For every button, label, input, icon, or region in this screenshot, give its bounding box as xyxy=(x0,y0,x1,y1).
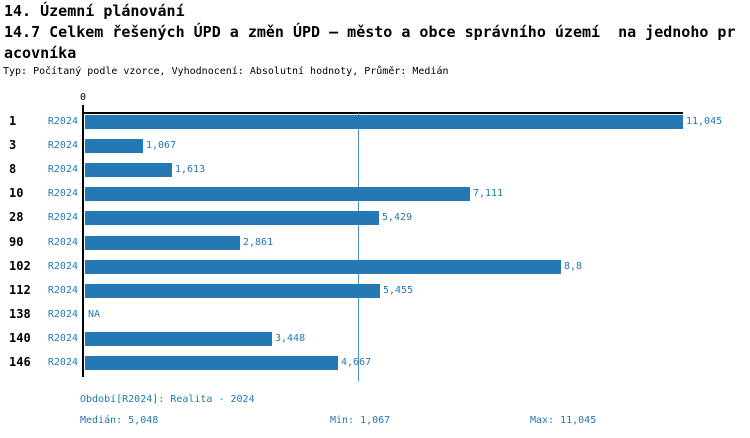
footer-min: Min: 1,067 xyxy=(330,415,391,426)
category-label: 90 xyxy=(9,235,24,249)
section-title: 14. Územní plánování xyxy=(4,2,185,20)
value-label: 8,8 xyxy=(564,261,583,272)
footer-median: Medián: 5,048 xyxy=(80,415,159,426)
category-label: 112 xyxy=(9,283,31,297)
bar xyxy=(85,332,272,346)
series-label: R2024 xyxy=(47,237,78,248)
footer-period: Období[R2024]: Realita - 2024 xyxy=(80,394,255,405)
y-axis-line xyxy=(82,105,84,377)
chart-meta-info: Typ: Počítaný podle vzorce, Vyhodnocení:… xyxy=(3,66,449,77)
category-label: 8 xyxy=(9,162,17,176)
footer-max: Max: 11,045 xyxy=(530,415,597,426)
bar xyxy=(85,236,240,250)
category-label: 102 xyxy=(9,259,31,273)
series-label: R2024 xyxy=(47,212,78,223)
series-label: R2024 xyxy=(47,333,78,344)
series-label: R2024 xyxy=(47,261,78,272)
bar xyxy=(85,284,380,298)
series-label: R2024 xyxy=(47,116,78,127)
bar xyxy=(85,139,143,153)
category-label: 1 xyxy=(9,114,17,128)
value-label: 5,455 xyxy=(383,285,414,296)
value-label: 3,448 xyxy=(275,333,306,344)
value-label: 1,067 xyxy=(146,140,177,151)
bar xyxy=(85,211,379,225)
median-reference-line xyxy=(358,113,359,381)
category-label: 138 xyxy=(9,307,31,321)
series-label: R2024 xyxy=(47,285,78,296)
x-axis-zero-tick-label: 0 xyxy=(79,92,87,103)
category-label: 28 xyxy=(9,210,24,224)
chart-subtitle-line2: acovníka xyxy=(4,44,77,62)
value-label: NA xyxy=(88,309,101,320)
series-label: R2024 xyxy=(47,188,78,199)
value-label: 11,045 xyxy=(686,116,723,127)
bar xyxy=(85,163,172,177)
series-label: R2024 xyxy=(47,309,78,320)
series-label: R2024 xyxy=(47,140,78,151)
category-label: 146 xyxy=(9,355,31,369)
bar xyxy=(85,187,470,201)
value-label: 5,429 xyxy=(382,212,413,223)
value-label: 1,613 xyxy=(175,164,206,175)
category-label: 140 xyxy=(9,331,31,345)
bar xyxy=(85,356,338,370)
value-label: 2,861 xyxy=(243,237,274,248)
series-label: R2024 xyxy=(47,357,78,368)
category-label: 3 xyxy=(9,138,17,152)
value-label: 7,111 xyxy=(473,188,504,199)
chart-subtitle-line1: 14.7 Celkem řešených ÚPD a změn ÚPD – mě… xyxy=(4,23,736,41)
series-label: R2024 xyxy=(47,164,78,175)
bar xyxy=(85,115,683,129)
x-axis-line xyxy=(82,112,683,114)
bar xyxy=(85,260,561,274)
category-label: 10 xyxy=(9,186,24,200)
value-label: 4,667 xyxy=(341,357,372,368)
